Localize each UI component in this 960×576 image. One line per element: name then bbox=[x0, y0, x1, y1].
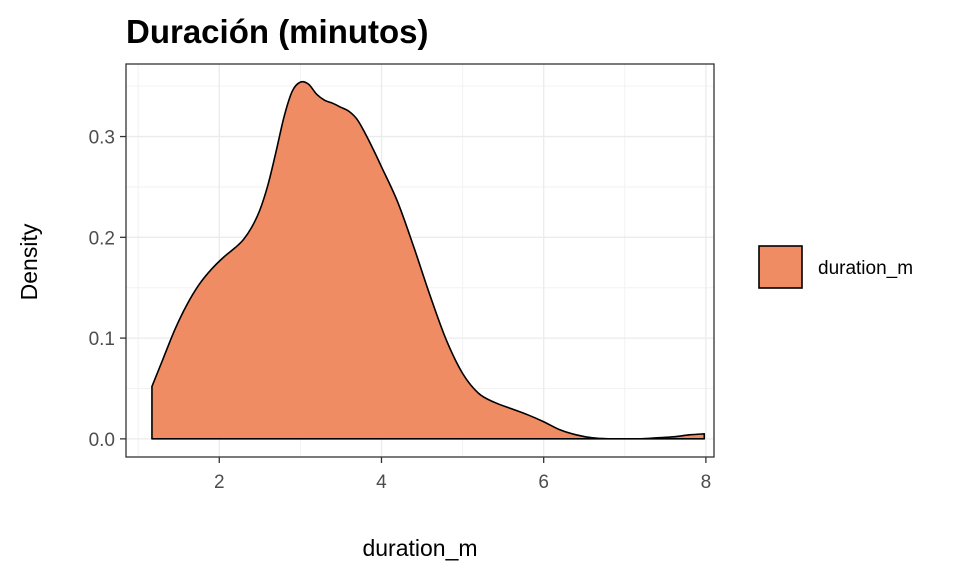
y-tick-label-3: 0.3 bbox=[89, 128, 115, 149]
x-axis-title: duration_m bbox=[362, 535, 477, 561]
plot-panel-border bbox=[125, 63, 715, 458]
y-tick-label-1: 0.1 bbox=[89, 329, 115, 350]
x-tick-label-3: 8 bbox=[701, 472, 712, 493]
y-tick-label-2: 0.2 bbox=[89, 228, 115, 249]
density-layer bbox=[151, 80, 706, 440]
legend-key-duration_m bbox=[758, 245, 803, 289]
legend: duration_m bbox=[758, 245, 913, 289]
y-axis-title: Density bbox=[16, 223, 42, 300]
density-area-duration_m bbox=[151, 80, 706, 440]
y-axis: 0.0 0.1 0.2 0.3 bbox=[89, 128, 126, 451]
y-tick-label-0: 0.0 bbox=[89, 430, 115, 451]
legend-label-duration_m: duration_m bbox=[818, 258, 913, 279]
x-axis: 2 4 6 8 bbox=[214, 457, 711, 493]
x-tick-label-0: 2 bbox=[214, 472, 225, 493]
chart-title: Duración (minutos) bbox=[126, 13, 429, 50]
x-tick-label-2: 6 bbox=[538, 472, 549, 493]
x-tick-label-1: 4 bbox=[376, 472, 387, 493]
